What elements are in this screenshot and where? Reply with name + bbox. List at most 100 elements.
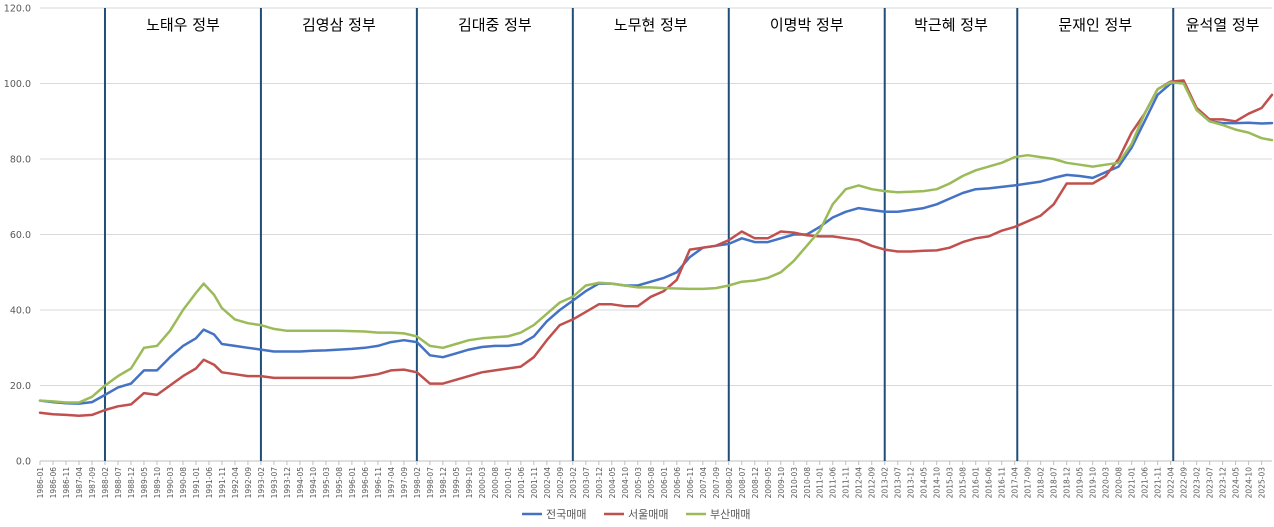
x-tick-label: 1998-02 bbox=[413, 467, 422, 499]
x-tick-label: 2015-03 bbox=[946, 467, 955, 499]
x-tick-label: 1994-05 bbox=[296, 467, 305, 499]
x-tick-label: 2017-09 bbox=[1024, 467, 1033, 499]
x-tick-label: 2001-06 bbox=[517, 467, 526, 499]
x-tick-label: 2023-02 bbox=[1193, 467, 1202, 499]
x-tick-label: 2003-12 bbox=[595, 467, 604, 499]
x-tick-label: 2021-11 bbox=[1154, 467, 1163, 499]
x-tick-label: 2000-08 bbox=[491, 467, 500, 499]
x-tick-label: 2020-08 bbox=[1115, 467, 1124, 499]
x-tick-label: 2009-10 bbox=[777, 467, 786, 499]
legend-label: 서울매매 bbox=[628, 508, 668, 521]
series-line bbox=[38, 79, 1274, 417]
x-tick-label: 1987-04 bbox=[75, 467, 84, 499]
x-tick-label: 1995-08 bbox=[335, 467, 344, 499]
x-tick-label: 2018-07 bbox=[1050, 467, 1059, 499]
x-tick-label: 2016-11 bbox=[998, 467, 1007, 499]
x-tick-label: 2002-04 bbox=[543, 467, 552, 499]
x-tick-label: 2003-02 bbox=[569, 467, 578, 499]
x-tick-label: 2014-10 bbox=[933, 467, 942, 499]
x-tick-label: 2011-06 bbox=[829, 467, 838, 499]
x-tick-label: 1999-05 bbox=[452, 467, 461, 499]
x-tick-label: 1994-10 bbox=[309, 467, 318, 499]
x-tick-label: 2004-05 bbox=[608, 467, 617, 499]
x-tick-label: 2000-03 bbox=[478, 467, 487, 499]
x-tick-label: 2023-12 bbox=[1219, 467, 1228, 499]
x-tick-label: 2007-04 bbox=[699, 467, 708, 499]
x-tick-label: 1993-12 bbox=[283, 467, 292, 499]
x-tick-label: 2022-09 bbox=[1180, 467, 1189, 499]
era-label: 김대중 정부 bbox=[458, 16, 532, 34]
x-tick-label: 2008-07 bbox=[738, 467, 747, 499]
x-tick-label: 2012-09 bbox=[868, 467, 877, 499]
x-tick-label: 2019-05 bbox=[1076, 467, 1085, 499]
era-label: 윤석열 정부 bbox=[1186, 16, 1260, 34]
x-tick-label: 2020-03 bbox=[1102, 467, 1111, 499]
x-tick-label: 2024-05 bbox=[1232, 467, 1241, 499]
x-tick-label: 2011-01 bbox=[816, 467, 825, 499]
era-label: 김영삼 정부 bbox=[302, 16, 376, 34]
x-tick-label: 2025-03 bbox=[1258, 467, 1267, 499]
series-lines bbox=[38, 79, 1274, 417]
x-tick-label: 2008-12 bbox=[751, 467, 760, 499]
x-tick-label: 2018-12 bbox=[1063, 467, 1072, 499]
x-tick-label: 2022-04 bbox=[1167, 467, 1176, 499]
x-tick-label: 2016-06 bbox=[985, 467, 994, 499]
era-label: 문재인 정부 bbox=[1058, 16, 1132, 34]
x-tick-label: 1996-01 bbox=[348, 467, 357, 499]
x-tick-label: 1986-06 bbox=[49, 467, 58, 499]
x-tick-label: 1987-09 bbox=[88, 467, 97, 499]
x-tick-label: 1997-04 bbox=[387, 467, 396, 499]
era-label: 노무현 정부 bbox=[614, 16, 688, 34]
x-tick-label: 1998-12 bbox=[439, 467, 448, 499]
x-tick-label: 1998-07 bbox=[426, 467, 435, 499]
x-tick-label: 1990-03 bbox=[166, 467, 175, 499]
x-tick-label: 1989-05 bbox=[140, 467, 149, 499]
x-tick-label: 1993-02 bbox=[257, 467, 266, 499]
x-tick-label: 2023-07 bbox=[1206, 467, 1215, 499]
x-tick-label: 1986-11 bbox=[62, 467, 71, 499]
y-tick-label: 80.0 bbox=[10, 155, 31, 166]
x-tick-label: 1990-08 bbox=[179, 467, 188, 499]
era-label: 노태우 정부 bbox=[146, 16, 220, 34]
x-tick-label: 1989-10 bbox=[153, 467, 162, 499]
x-axis: 1986-01 1986-06 1986-11 1987-04 1987-09 1988-… bbox=[36, 461, 1267, 498]
x-tick-label: 1986-01 bbox=[36, 467, 45, 499]
x-tick-label: 1992-09 bbox=[244, 467, 253, 499]
era-label: 이명박 정부 bbox=[770, 16, 844, 34]
x-tick-label: 2012-04 bbox=[855, 467, 864, 499]
x-tick-label: 1991-11 bbox=[218, 467, 227, 499]
x-tick-label: 2014-05 bbox=[920, 467, 929, 499]
legend-label: 전국매매 bbox=[546, 508, 586, 521]
x-tick-label: 2010-03 bbox=[790, 467, 799, 499]
x-tick-label: 2019-10 bbox=[1089, 467, 1098, 499]
x-tick-label: 2024-10 bbox=[1245, 467, 1254, 499]
x-tick-label: 1996-06 bbox=[361, 467, 370, 499]
era-label: 박근혜 정부 bbox=[914, 16, 988, 34]
x-tick-label: 2006-11 bbox=[686, 467, 695, 499]
x-tick-label: 2004-10 bbox=[621, 467, 630, 499]
x-tick-label: 1991-06 bbox=[205, 467, 214, 499]
x-tick-label: 2002-09 bbox=[556, 467, 565, 499]
x-tick-label: 2018-02 bbox=[1037, 467, 1046, 499]
y-axis: 0.0 20.0 40.0 60.0 80.0 100.0 120.0 bbox=[4, 4, 31, 468]
x-tick-label: 1996-11 bbox=[374, 467, 383, 499]
x-tick-label: 2013-07 bbox=[894, 467, 903, 499]
x-tick-label: 2015-08 bbox=[959, 467, 968, 499]
x-tick-label: 1997-09 bbox=[400, 467, 409, 499]
x-tick-label: 2016-01 bbox=[972, 467, 981, 499]
x-tick-label: 1988-02 bbox=[101, 467, 110, 499]
legend-label: 부산매매 bbox=[710, 508, 750, 521]
y-tick-label: 100.0 bbox=[4, 79, 31, 90]
series-line bbox=[38, 80, 1274, 405]
x-tick-label: 1993-07 bbox=[270, 467, 279, 499]
series-line bbox=[38, 81, 1274, 404]
x-tick-label: 2005-08 bbox=[647, 467, 656, 499]
x-tick-label: 1995-03 bbox=[322, 467, 331, 499]
x-tick-label: 1992-04 bbox=[231, 467, 240, 499]
y-tick-label: 0.0 bbox=[16, 457, 31, 468]
legend: 전국매매 서울매매 부산매매 bbox=[522, 508, 750, 521]
x-tick-label: 2006-06 bbox=[673, 467, 682, 499]
x-tick-label: 2021-06 bbox=[1141, 467, 1150, 499]
x-tick-label: 2008-02 bbox=[725, 467, 734, 499]
